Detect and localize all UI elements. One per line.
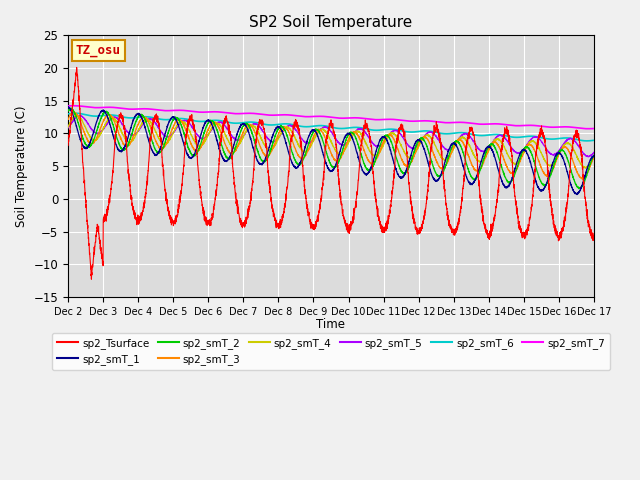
sp2_smT_5: [428, 130, 435, 135]
sp2_smT_1: [97, 108, 105, 114]
sp2_smT_7: [228, 110, 236, 116]
sp2_smT_5: [228, 133, 236, 139]
X-axis label: Time: Time: [317, 318, 346, 331]
sp2_smT_5: [64, 125, 72, 131]
sp2_smT_2: [428, 158, 435, 164]
sp2_smT_5: [470, 140, 478, 146]
sp2_smT_2: [575, 186, 583, 192]
sp2_smT_6: [583, 138, 591, 144]
Line: sp2_smT_5: sp2_smT_5: [68, 116, 594, 156]
sp2_smT_4: [228, 144, 236, 149]
sp2_smT_6: [428, 129, 435, 134]
sp2_Tsurface: [64, 143, 72, 148]
sp2_smT_4: [64, 124, 72, 130]
sp2_Tsurface: [590, 237, 598, 242]
Title: SP2 Soil Temperature: SP2 Soil Temperature: [250, 15, 413, 30]
sp2_smT_6: [97, 113, 105, 119]
sp2_smT_6: [127, 115, 134, 121]
Line: sp2_smT_6: sp2_smT_6: [68, 113, 594, 141]
sp2_smT_6: [228, 120, 236, 126]
sp2_smT_3: [127, 139, 134, 145]
sp2_smT_1: [65, 104, 72, 109]
sp2_smT_5: [585, 154, 593, 159]
sp2_smT_3: [70, 109, 78, 115]
sp2_smT_5: [76, 113, 84, 119]
sp2_smT_1: [470, 179, 478, 184]
sp2_Tsurface: [428, 145, 435, 151]
sp2_smT_1: [590, 154, 598, 159]
sp2_smT_2: [470, 176, 478, 182]
Legend: sp2_Tsurface, sp2_smT_1, sp2_smT_2, sp2_smT_3, sp2_smT_4, sp2_smT_5, sp2_smT_6, : sp2_Tsurface, sp2_smT_1, sp2_smT_2, sp2_…: [52, 333, 610, 370]
sp2_smT_5: [590, 149, 598, 155]
sp2_smT_3: [97, 123, 105, 129]
sp2_Tsurface: [73, 64, 81, 70]
Line: sp2_smT_4: sp2_smT_4: [68, 115, 594, 168]
sp2_smT_3: [64, 117, 72, 122]
sp2_smT_4: [97, 130, 105, 135]
sp2_smT_7: [428, 118, 435, 124]
sp2_Tsurface: [88, 276, 95, 282]
sp2_Tsurface: [98, 249, 106, 255]
sp2_smT_4: [590, 153, 598, 159]
sp2_Tsurface: [470, 138, 478, 144]
sp2_smT_2: [228, 153, 236, 159]
sp2_smT_1: [127, 125, 134, 131]
sp2_smT_3: [428, 145, 435, 151]
sp2_smT_7: [590, 126, 598, 132]
sp2_smT_4: [582, 165, 589, 171]
sp2_smT_7: [584, 126, 591, 132]
sp2_smT_7: [64, 103, 72, 109]
sp2_smT_2: [64, 108, 72, 114]
sp2_Tsurface: [128, 196, 136, 202]
sp2_smT_4: [470, 153, 478, 159]
sp2_smT_2: [67, 105, 75, 111]
Line: sp2_smT_3: sp2_smT_3: [68, 112, 594, 180]
sp2_smT_3: [470, 166, 478, 171]
sp2_smT_6: [71, 110, 79, 116]
Text: TZ_osu: TZ_osu: [76, 44, 121, 57]
Line: sp2_Tsurface: sp2_Tsurface: [68, 67, 594, 279]
sp2_smT_1: [428, 171, 435, 177]
sp2_smT_4: [73, 112, 81, 118]
sp2_smT_2: [127, 135, 134, 141]
sp2_smT_6: [64, 111, 72, 117]
sp2_Tsurface: [127, 194, 134, 200]
sp2_smT_4: [428, 135, 435, 141]
Y-axis label: Soil Temperature (C): Soil Temperature (C): [15, 106, 28, 227]
Line: sp2_smT_7: sp2_smT_7: [68, 106, 594, 129]
sp2_smT_1: [64, 105, 72, 110]
Line: sp2_smT_2: sp2_smT_2: [68, 108, 594, 189]
sp2_Tsurface: [228, 146, 236, 152]
sp2_smT_2: [97, 115, 105, 120]
sp2_smT_3: [127, 138, 135, 144]
Line: sp2_smT_1: sp2_smT_1: [68, 107, 594, 194]
sp2_smT_6: [470, 132, 478, 138]
sp2_smT_7: [470, 121, 478, 127]
sp2_smT_1: [228, 149, 236, 155]
sp2_smT_7: [97, 105, 105, 110]
sp2_smT_7: [127, 106, 134, 112]
sp2_smT_3: [228, 151, 236, 156]
sp2_smT_5: [127, 132, 134, 138]
sp2_smT_5: [97, 129, 105, 134]
sp2_smT_1: [127, 122, 135, 128]
sp2_smT_5: [127, 132, 135, 138]
sp2_smT_2: [590, 152, 598, 158]
sp2_smT_6: [127, 115, 135, 121]
sp2_smT_7: [127, 106, 135, 112]
sp2_smT_4: [127, 138, 135, 144]
sp2_smT_3: [579, 177, 586, 182]
sp2_smT_7: [70, 103, 78, 108]
sp2_smT_2: [127, 132, 135, 138]
sp2_smT_3: [590, 154, 598, 159]
sp2_smT_4: [127, 139, 134, 144]
sp2_smT_1: [573, 192, 581, 197]
sp2_smT_6: [590, 137, 598, 143]
